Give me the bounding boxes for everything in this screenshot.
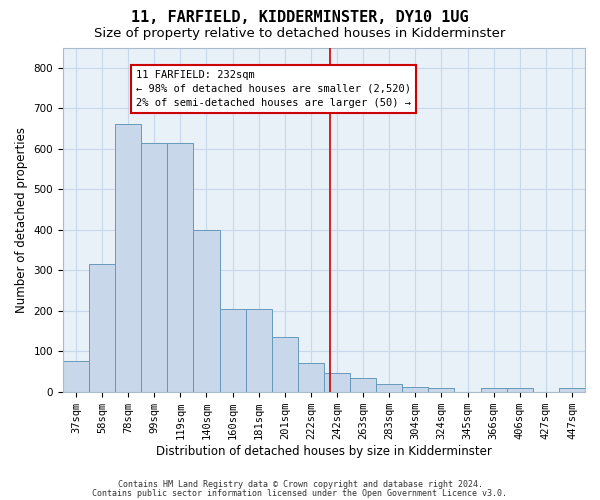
Bar xyxy=(245,308,272,392)
Bar xyxy=(89,264,115,392)
Bar xyxy=(350,378,376,392)
Bar xyxy=(63,362,89,392)
Bar xyxy=(402,387,428,392)
Bar xyxy=(193,230,220,392)
Bar xyxy=(298,364,324,392)
Bar xyxy=(506,388,533,392)
X-axis label: Distribution of detached houses by size in Kidderminster: Distribution of detached houses by size … xyxy=(156,444,492,458)
Bar xyxy=(559,388,585,392)
Bar xyxy=(481,388,506,392)
Bar xyxy=(220,308,245,392)
Bar xyxy=(167,142,193,392)
Text: Contains HM Land Registry data © Crown copyright and database right 2024.: Contains HM Land Registry data © Crown c… xyxy=(118,480,482,489)
Bar xyxy=(272,337,298,392)
Text: 11, FARFIELD, KIDDERMINSTER, DY10 1UG: 11, FARFIELD, KIDDERMINSTER, DY10 1UG xyxy=(131,10,469,25)
Y-axis label: Number of detached properties: Number of detached properties xyxy=(15,126,28,312)
Bar xyxy=(376,384,402,392)
Text: Contains public sector information licensed under the Open Government Licence v3: Contains public sector information licen… xyxy=(92,488,508,498)
Bar xyxy=(428,388,454,392)
Text: Size of property relative to detached houses in Kidderminster: Size of property relative to detached ho… xyxy=(94,28,506,40)
Bar xyxy=(141,142,167,392)
Text: 11 FARFIELD: 232sqm
← 98% of detached houses are smaller (2,520)
2% of semi-deta: 11 FARFIELD: 232sqm ← 98% of detached ho… xyxy=(136,70,411,108)
Bar xyxy=(324,374,350,392)
Bar xyxy=(115,124,141,392)
